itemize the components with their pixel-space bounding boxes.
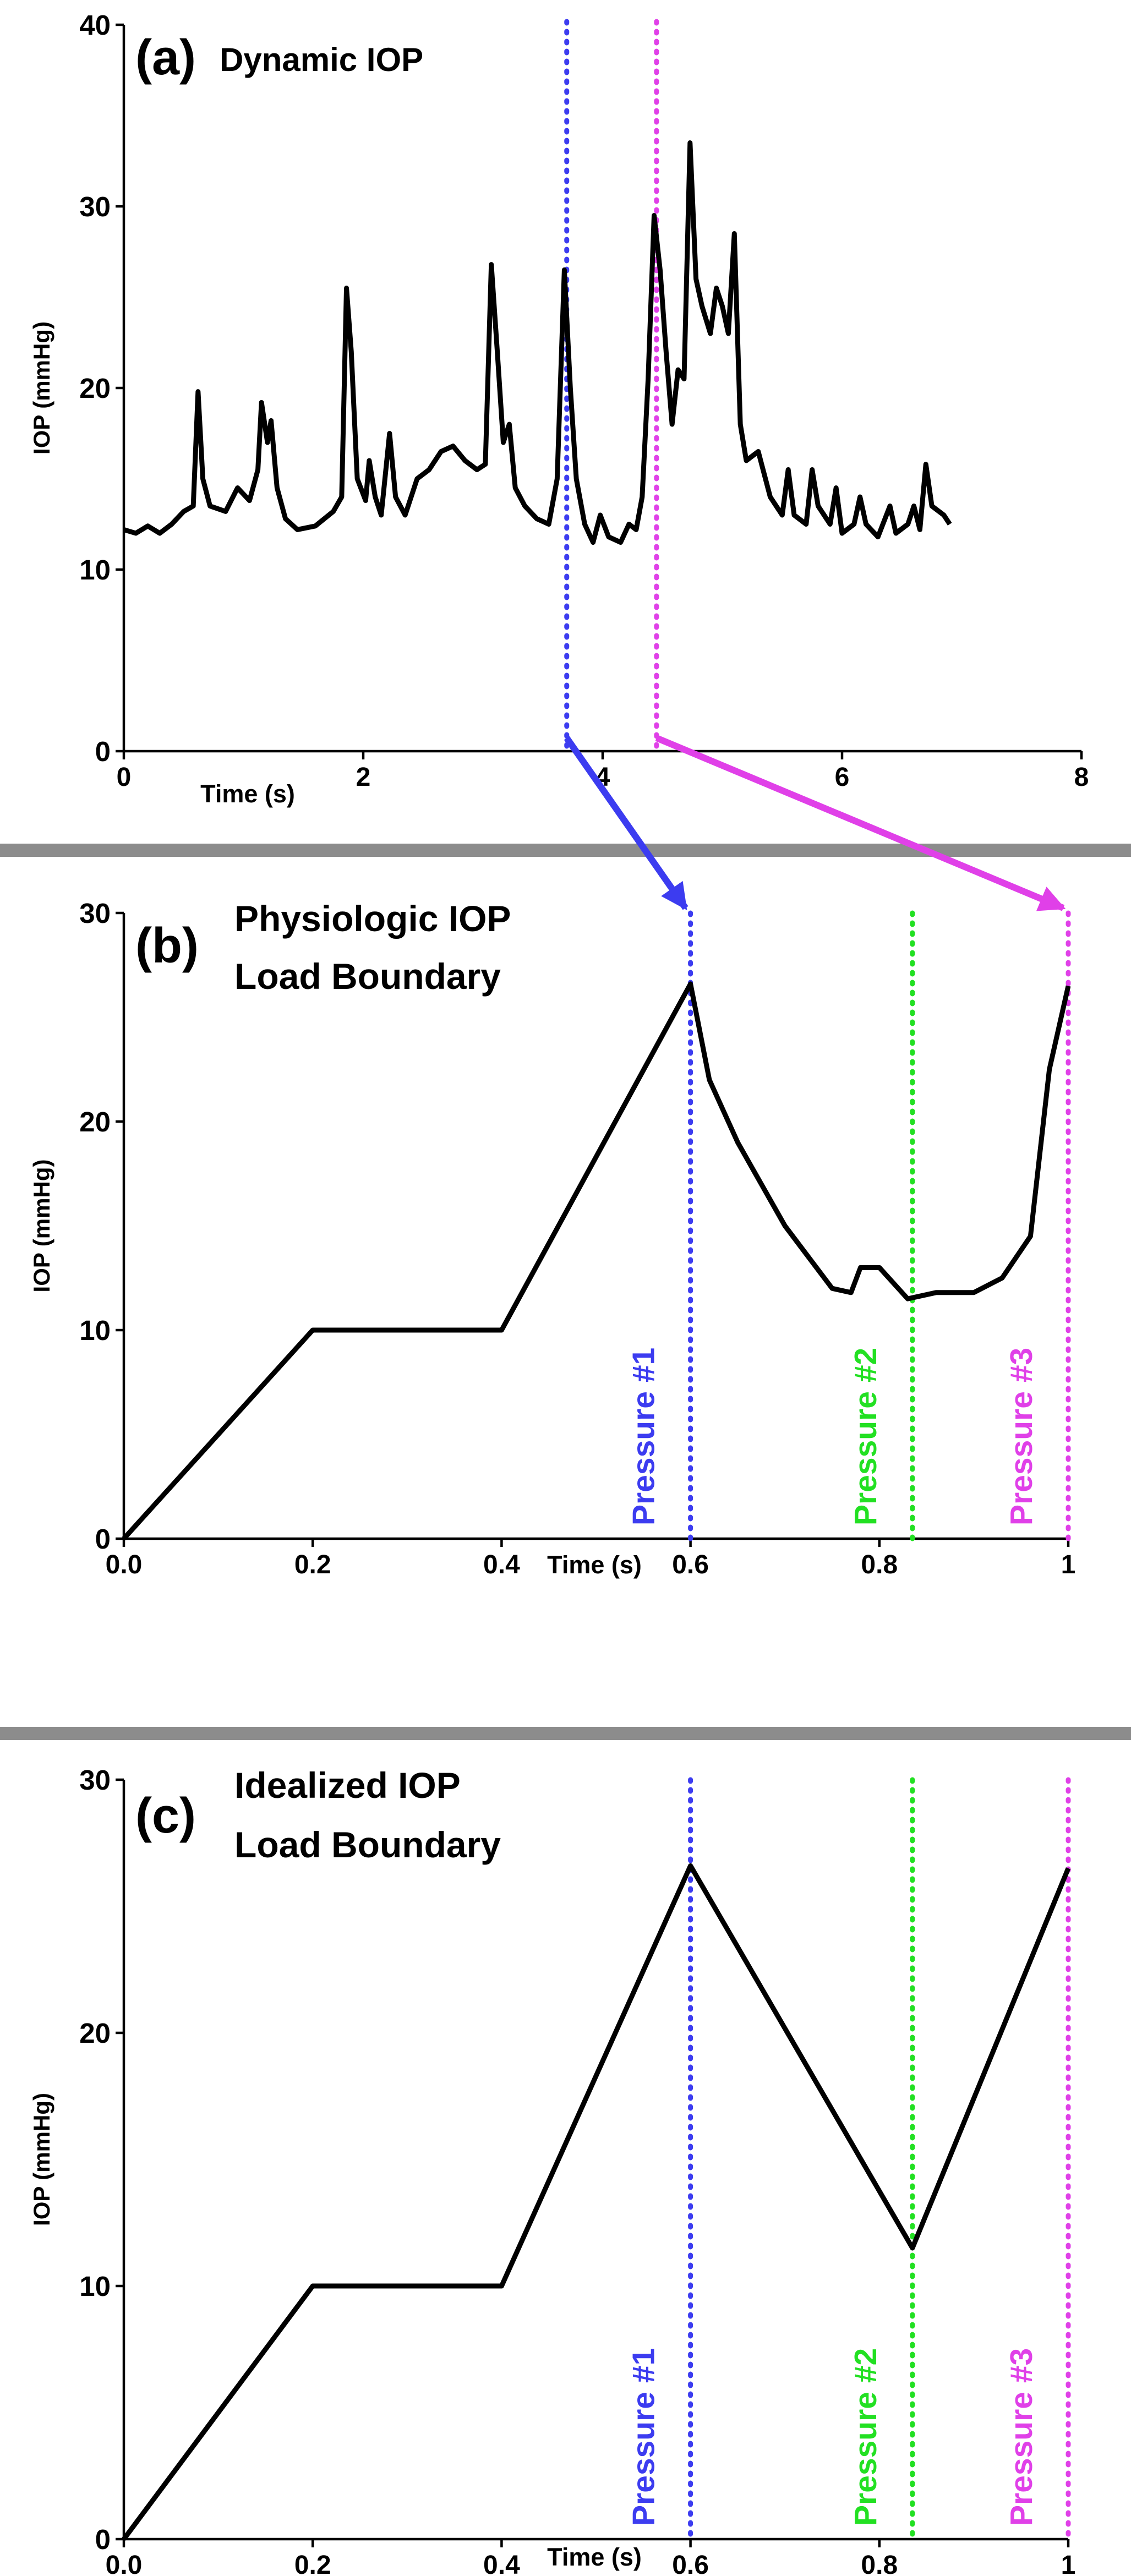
connector-arrow xyxy=(564,736,689,910)
x-tick-label: 8 xyxy=(1074,763,1089,792)
x-tick-label: 2 xyxy=(356,763,371,792)
separator xyxy=(0,1727,1131,1741)
x-axis-label: Time (s) xyxy=(200,780,295,808)
y-axis-label: IOP (mmHg) xyxy=(29,321,54,455)
separator xyxy=(0,844,1131,857)
x-tick-label: 0.6 xyxy=(672,1550,709,1579)
x-tick-label: 0.4 xyxy=(483,2551,520,2576)
y-tick-label: 20 xyxy=(79,2017,111,2049)
x-tick-label: 0.2 xyxy=(294,2551,331,2576)
y-tick-label: 40 xyxy=(79,9,111,41)
y-axis-label: IOP (mmHg) xyxy=(29,1160,54,1293)
marker-label: Pressure #2 xyxy=(848,1348,883,1525)
x-tick-label: 0.4 xyxy=(483,1550,520,1579)
x-tick-label: 0.0 xyxy=(106,1550,143,1579)
y-axis-label: IOP (mmHg) xyxy=(29,2093,54,2226)
data-line xyxy=(123,140,952,545)
chart-title: Physiologic IOP xyxy=(234,898,511,939)
chart-title: Dynamic IOP xyxy=(220,41,423,78)
marker-label: Pressure #1 xyxy=(626,2348,662,2526)
y-tick-label: 10 xyxy=(79,1315,111,1346)
y-tick-label: 30 xyxy=(79,898,111,929)
x-axis-label: Time (s) xyxy=(547,1551,642,1579)
panel-label: (c) xyxy=(135,1789,196,1844)
marker-label: Pressure #3 xyxy=(1004,1348,1039,1525)
x-tick-label: 1 xyxy=(1061,1550,1076,1579)
panel-label: (b) xyxy=(135,918,199,973)
y-tick-label: 30 xyxy=(79,191,111,222)
y-tick-label: 0 xyxy=(95,1523,111,1555)
x-tick-label: 0.8 xyxy=(861,2551,898,2576)
y-tick-label: 10 xyxy=(79,2271,111,2302)
connector-arrow xyxy=(655,735,1066,911)
x-tick-label: 0 xyxy=(117,763,132,792)
x-tick-label: 1 xyxy=(1061,2551,1076,2576)
x-tick-label: 0.0 xyxy=(106,2551,143,2576)
y-tick-label: 0 xyxy=(95,736,111,767)
panel-label: (a) xyxy=(135,30,196,85)
marker-label: Pressure #1 xyxy=(626,1348,662,1525)
x-tick-label: 6 xyxy=(835,763,850,792)
x-axis-label: Time (s) xyxy=(547,2543,642,2571)
x-tick-label: 0.8 xyxy=(861,1550,898,1579)
y-tick-label: 20 xyxy=(79,1106,111,1137)
chart-title: Load Boundary xyxy=(234,956,501,997)
marker-label: Pressure #2 xyxy=(848,2348,883,2526)
chart-title: Idealized IOP xyxy=(234,1765,461,1806)
chart-title: Load Boundary xyxy=(234,1824,501,1865)
marker-label: Pressure #3 xyxy=(1004,2348,1039,2526)
y-tick-label: 0 xyxy=(95,2524,111,2555)
x-tick-label: 0.2 xyxy=(294,1550,331,1579)
y-tick-label: 30 xyxy=(79,1764,111,1796)
y-tick-label: 10 xyxy=(79,554,111,586)
data-line xyxy=(122,1863,1071,2541)
x-tick-label: 0.6 xyxy=(672,2551,709,2576)
data-line xyxy=(122,981,1071,1541)
y-tick-label: 20 xyxy=(79,373,111,404)
